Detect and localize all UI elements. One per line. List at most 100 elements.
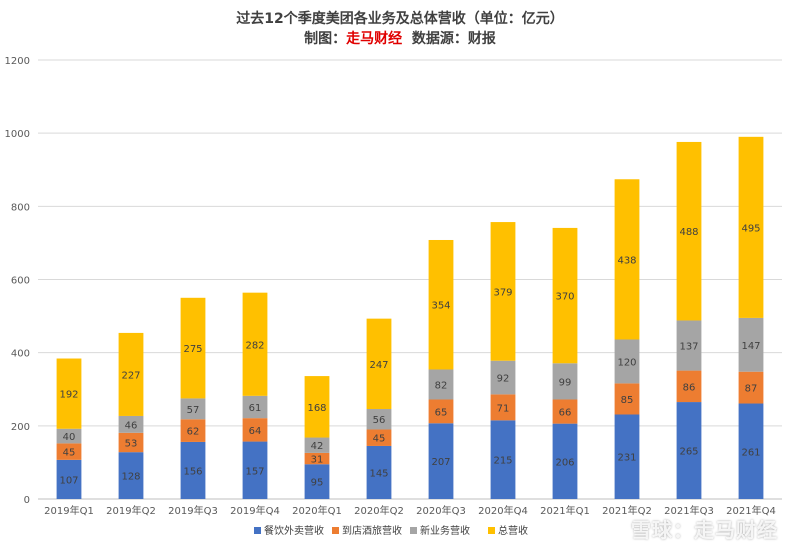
bar-segment [56, 459, 82, 499]
legend-swatch [254, 527, 261, 534]
bar-segment [366, 445, 392, 499]
data-label: 145 [369, 468, 388, 479]
chart-title: 过去12个季度美团各业务及总体营收（单位：亿元） [236, 11, 564, 27]
data-label: 128 [121, 472, 140, 483]
y-tick-label: 0 [24, 495, 30, 506]
legend-swatch [410, 527, 417, 534]
data-label: 215 [493, 456, 512, 467]
bar-segment [304, 464, 330, 499]
data-label: 495 [741, 223, 760, 234]
data-label: 156 [183, 466, 202, 477]
bar-segment [490, 222, 516, 361]
y-tick-label: 1200 [5, 56, 30, 67]
bar-segment [180, 419, 206, 442]
y-tick-label: 600 [11, 276, 30, 287]
data-label: 379 [493, 287, 512, 298]
bar-segment [428, 399, 454, 424]
bar-segment [676, 141, 702, 321]
bar-segment [304, 437, 330, 453]
x-tick-label: 2021年Q3 [664, 504, 714, 517]
legend-label: 新业务营收 [420, 524, 470, 537]
data-label: 65 [435, 407, 448, 418]
legend-label: 餐饮外卖营收 [264, 524, 324, 537]
data-label: 57 [187, 405, 200, 416]
bar-segment [428, 369, 454, 400]
bar-segment [738, 371, 764, 404]
bar-segment [118, 432, 144, 453]
data-label: 147 [741, 341, 760, 352]
bar-segment [614, 414, 640, 499]
data-label: 227 [121, 370, 140, 381]
bar-segment [118, 452, 144, 499]
bar-segment [614, 339, 640, 384]
bar-segment [304, 452, 330, 465]
bar-segment [118, 332, 144, 416]
bar-segment [56, 358, 82, 429]
x-tick-label: 2020年Q3 [416, 504, 466, 517]
data-label: 42 [311, 441, 324, 452]
data-label: 99 [559, 377, 572, 388]
bar-segment [490, 420, 516, 499]
bar-segment [614, 383, 640, 415]
data-label: 192 [59, 390, 78, 401]
data-label: 61 [249, 403, 262, 414]
legend-swatch [332, 527, 339, 534]
bar-segment [242, 395, 268, 419]
data-label: 45 [63, 448, 76, 459]
bar-segment [552, 363, 578, 400]
data-label: 56 [373, 415, 386, 426]
x-tick-label: 2021年Q2 [602, 504, 652, 517]
data-label: 92 [497, 374, 510, 385]
bar-segment [552, 227, 578, 364]
x-tick-label: 2021年Q4 [726, 504, 776, 517]
bar-segment [180, 441, 206, 499]
legend-label: 总营收 [498, 524, 528, 537]
data-label: 64 [249, 426, 262, 437]
x-tick-label: 2019年Q3 [168, 504, 218, 517]
data-label: 53 [125, 438, 138, 449]
bar-segment [428, 423, 454, 499]
data-label: 45 [373, 434, 386, 445]
x-tick-label: 2019年Q4 [230, 504, 280, 517]
x-tick-label: 2019年Q2 [106, 504, 156, 517]
data-label: 282 [245, 340, 264, 351]
subtitle-prefix: 制图： [304, 31, 347, 47]
data-label: 275 [183, 344, 202, 355]
legend-label: 到店酒旅营收 [342, 524, 402, 537]
data-label: 261 [741, 447, 760, 458]
watermark: 雪球：走马财经 [631, 518, 778, 542]
bar-segment [428, 239, 454, 370]
bar-segment [242, 441, 268, 499]
subtitle-source: 数据源：财报 [411, 31, 496, 47]
bar-segment [738, 136, 764, 318]
y-tick-label: 1000 [5, 129, 30, 140]
bar-segment [676, 320, 702, 371]
y-tick-label: 400 [11, 349, 30, 360]
subtitle-brand: 走马财经 [346, 31, 403, 47]
data-label: 438 [617, 255, 636, 266]
bar-segment [56, 428, 82, 444]
bar-segment [552, 423, 578, 499]
bar-segment [490, 360, 516, 395]
bar-segment [738, 403, 764, 499]
bar-segment [490, 394, 516, 421]
data-label: 206 [555, 457, 574, 468]
data-label: 231 [617, 453, 636, 464]
data-label: 137 [679, 342, 698, 353]
data-label: 247 [369, 360, 388, 371]
data-label: 157 [245, 466, 264, 477]
bar-segment [180, 297, 206, 399]
x-tick-label: 2019年Q1 [44, 504, 94, 517]
bar-segment [676, 370, 702, 403]
data-label: 87 [745, 384, 758, 395]
data-label: 40 [63, 432, 76, 443]
bar-segment [366, 318, 392, 410]
bar-segment [614, 179, 640, 340]
bar-segment [118, 415, 144, 433]
data-label: 86 [683, 382, 696, 393]
bar-segment [242, 418, 268, 442]
data-label: 370 [555, 292, 574, 303]
legend-swatch [488, 527, 495, 534]
